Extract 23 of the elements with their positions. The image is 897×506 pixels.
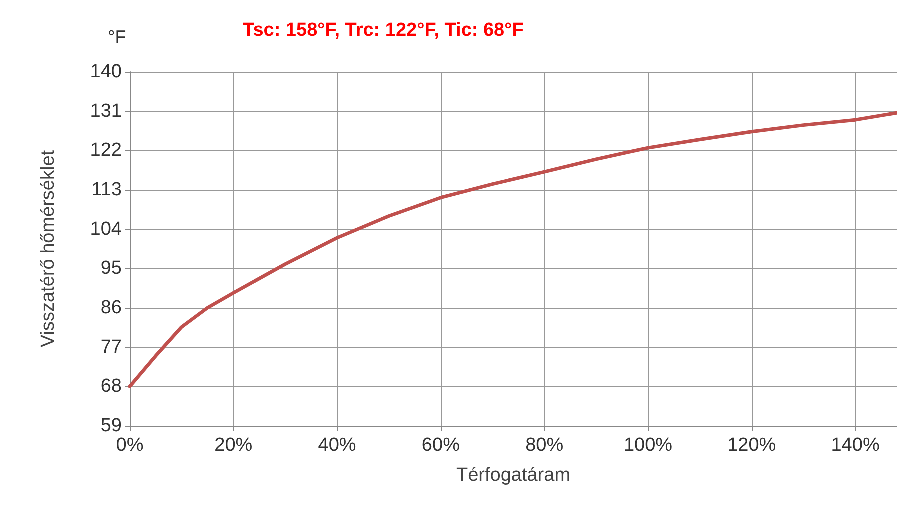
- y-tick-label: 59: [100, 416, 122, 436]
- chart-title: Tsc: 158°F, Trc: 122°F, Tic: 68°F: [243, 20, 524, 41]
- x-tick-label: 20%: [214, 435, 253, 456]
- x-axis-title: Térfogatáram: [456, 465, 571, 486]
- text: °F: [108, 27, 126, 47]
- y-tick-label: 95: [100, 258, 122, 280]
- x-tick-label: 0%: [116, 435, 144, 456]
- y-axis-title: Visszatérő hőmérséklet: [38, 150, 59, 348]
- y-tick-label: 104: [90, 218, 122, 240]
- x-tick-label: 80%: [526, 435, 564, 456]
- y-tick-label: 122: [90, 140, 122, 162]
- x-tick-label: 60%: [422, 435, 460, 456]
- x-tick-label: 100%: [624, 435, 673, 456]
- x-tick-label: 140%: [831, 435, 880, 456]
- y-tick-label: 113: [92, 180, 122, 200]
- y-tick-label: 68: [100, 376, 122, 398]
- x-tick-label: 120%: [728, 435, 776, 456]
- y-tick-label: 140: [90, 62, 122, 82]
- line-series: [128, 111, 897, 388]
- x-tick-label: 40%: [318, 435, 356, 456]
- y-tick-label: 86: [100, 298, 122, 318]
- y-tick-label: 77: [100, 336, 122, 358]
- y-tick-label: 131: [90, 100, 122, 122]
